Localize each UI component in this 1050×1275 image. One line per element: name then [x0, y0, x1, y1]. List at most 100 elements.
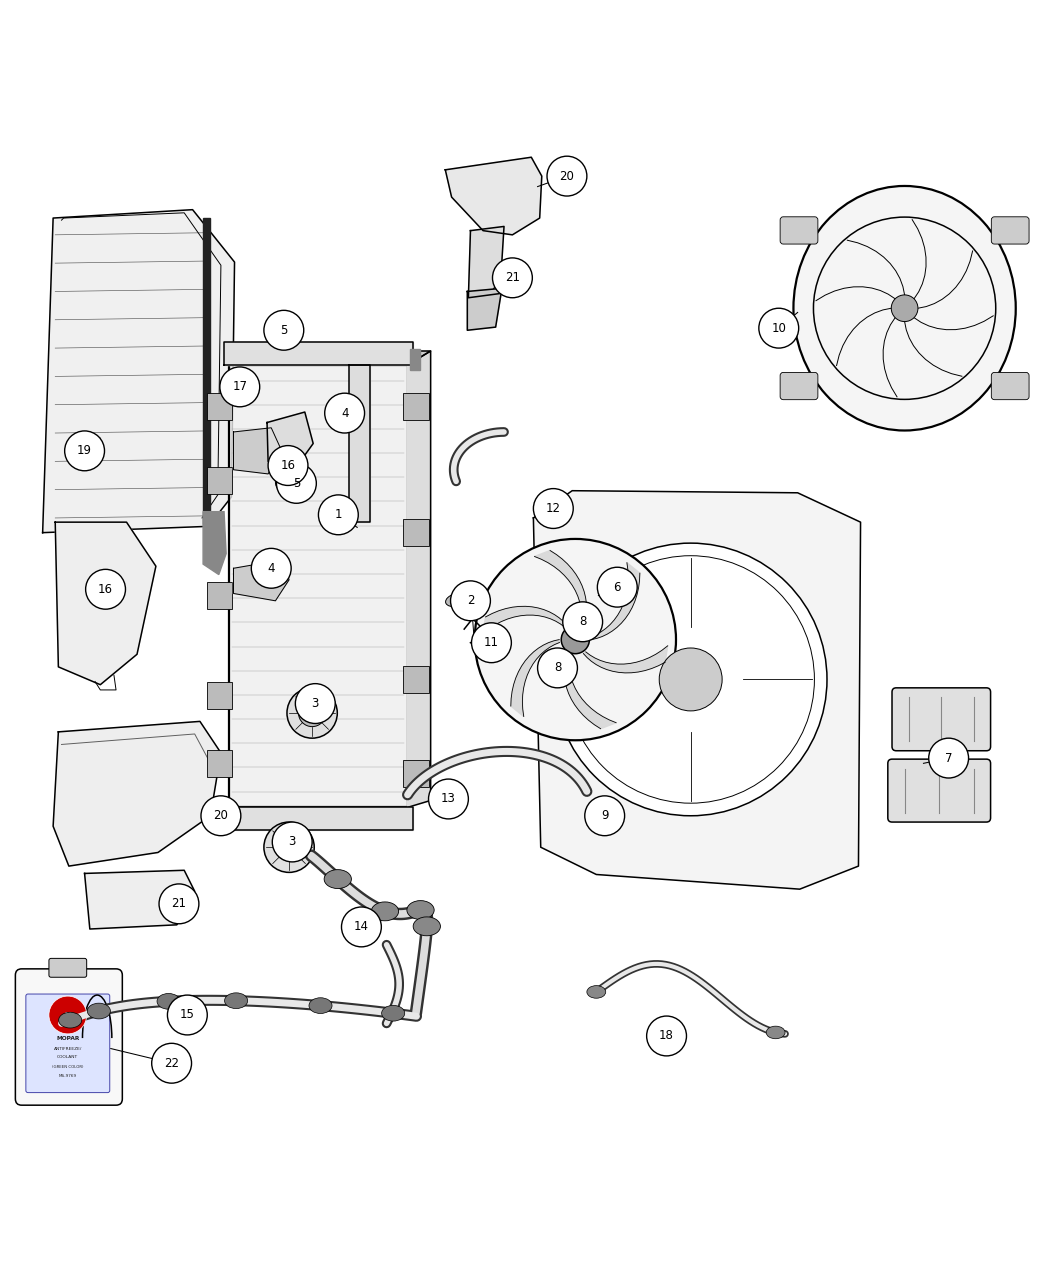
FancyBboxPatch shape	[780, 217, 818, 244]
Polygon shape	[56, 523, 155, 685]
FancyBboxPatch shape	[207, 682, 232, 709]
Circle shape	[151, 1043, 191, 1084]
FancyBboxPatch shape	[991, 217, 1029, 244]
Text: 5: 5	[293, 477, 300, 490]
Circle shape	[554, 543, 827, 816]
Text: COOLANT: COOLANT	[58, 1054, 79, 1060]
Text: 20: 20	[213, 810, 228, 822]
FancyBboxPatch shape	[49, 959, 87, 977]
Text: 3: 3	[312, 697, 319, 710]
Text: 6: 6	[613, 580, 621, 594]
FancyBboxPatch shape	[403, 760, 428, 788]
Ellipse shape	[445, 593, 468, 607]
Ellipse shape	[87, 1003, 110, 1019]
Text: 10: 10	[772, 321, 786, 334]
Circle shape	[471, 622, 511, 663]
Text: M: M	[64, 1012, 71, 1017]
FancyBboxPatch shape	[207, 393, 232, 421]
FancyBboxPatch shape	[888, 759, 990, 822]
Circle shape	[597, 567, 637, 607]
Text: 21: 21	[171, 898, 187, 910]
Polygon shape	[534, 551, 587, 626]
Text: 21: 21	[505, 272, 520, 284]
Circle shape	[759, 309, 799, 348]
Ellipse shape	[413, 917, 440, 936]
Circle shape	[562, 626, 589, 654]
FancyBboxPatch shape	[991, 372, 1029, 399]
Circle shape	[159, 884, 198, 924]
Polygon shape	[407, 351, 430, 807]
Circle shape	[49, 996, 87, 1034]
Text: 20: 20	[560, 170, 574, 182]
Text: 4: 4	[341, 407, 349, 419]
Circle shape	[86, 570, 126, 609]
Text: 4: 4	[268, 562, 275, 575]
Circle shape	[271, 321, 292, 342]
Circle shape	[268, 445, 308, 486]
Polygon shape	[54, 722, 220, 866]
Polygon shape	[43, 209, 234, 533]
Circle shape	[275, 472, 296, 493]
Circle shape	[275, 834, 302, 861]
FancyBboxPatch shape	[780, 372, 818, 399]
Ellipse shape	[372, 901, 399, 921]
Text: 5: 5	[280, 324, 288, 337]
Polygon shape	[233, 428, 281, 474]
Polygon shape	[229, 351, 430, 365]
Polygon shape	[203, 511, 226, 575]
Text: 16: 16	[280, 459, 295, 472]
Polygon shape	[591, 562, 639, 640]
Ellipse shape	[324, 870, 352, 889]
FancyBboxPatch shape	[403, 519, 428, 546]
Polygon shape	[584, 646, 668, 673]
Circle shape	[563, 602, 603, 641]
Circle shape	[659, 648, 722, 711]
Circle shape	[647, 1016, 687, 1056]
Circle shape	[891, 295, 918, 321]
Circle shape	[475, 539, 676, 741]
Circle shape	[538, 648, 578, 687]
Circle shape	[65, 431, 105, 470]
Circle shape	[298, 700, 326, 727]
Circle shape	[547, 157, 587, 196]
Circle shape	[318, 495, 358, 534]
Ellipse shape	[59, 1012, 82, 1028]
Polygon shape	[410, 349, 420, 370]
Circle shape	[287, 687, 337, 738]
Text: 2: 2	[466, 594, 475, 607]
Text: 7: 7	[945, 751, 952, 765]
FancyBboxPatch shape	[403, 666, 428, 694]
Ellipse shape	[407, 900, 434, 919]
Polygon shape	[510, 640, 560, 717]
Polygon shape	[349, 365, 370, 523]
Text: 9: 9	[601, 810, 608, 822]
Text: 19: 19	[77, 445, 92, 458]
Polygon shape	[483, 607, 567, 634]
Circle shape	[167, 994, 207, 1035]
Text: (GREEN COLOR): (GREEN COLOR)	[52, 1066, 84, 1070]
Circle shape	[428, 779, 468, 819]
Text: 14: 14	[354, 921, 369, 933]
Circle shape	[295, 683, 335, 723]
Polygon shape	[467, 288, 502, 330]
Polygon shape	[224, 807, 413, 830]
Text: 12: 12	[546, 502, 561, 515]
Circle shape	[450, 581, 490, 621]
FancyBboxPatch shape	[207, 750, 232, 776]
Polygon shape	[224, 342, 413, 365]
Ellipse shape	[766, 1026, 785, 1039]
Polygon shape	[85, 871, 194, 929]
Circle shape	[264, 822, 314, 872]
Circle shape	[251, 548, 291, 588]
Circle shape	[276, 463, 316, 504]
Circle shape	[928, 738, 968, 778]
Text: 11: 11	[484, 636, 499, 649]
Circle shape	[492, 258, 532, 298]
Ellipse shape	[309, 998, 332, 1014]
FancyBboxPatch shape	[26, 994, 110, 1093]
Circle shape	[585, 796, 625, 835]
Text: 8: 8	[553, 662, 561, 674]
Text: 3: 3	[289, 835, 296, 848]
Circle shape	[201, 796, 240, 835]
FancyBboxPatch shape	[16, 969, 123, 1105]
